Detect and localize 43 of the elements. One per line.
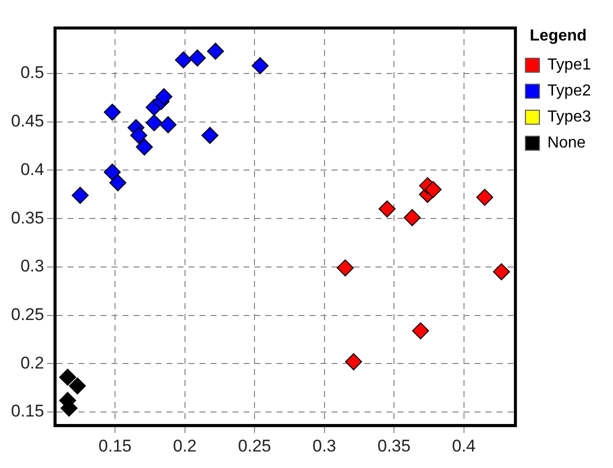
- point: [207, 42, 224, 60]
- point: [252, 57, 269, 74]
- point: [68, 377, 86, 394]
- point: [130, 126, 148, 144]
- point: [59, 368, 76, 386]
- point: [109, 174, 126, 192]
- legend-label: Type1: [547, 56, 592, 74]
- y-tick-label: 0.45: [10, 112, 44, 131]
- y-tick-label: 0.3: [20, 256, 44, 276]
- point: [104, 164, 121, 181]
- y-tick-label: 0.2: [20, 353, 44, 372]
- legend-label: None: [547, 134, 586, 152]
- x-tick-label: 0.25: [238, 436, 272, 456]
- point: [492, 263, 510, 280]
- x-tick-label: 0.2: [172, 436, 197, 456]
- y-tick-label: 0.15: [10, 402, 44, 421]
- point: [378, 200, 396, 218]
- point: [188, 49, 206, 66]
- y-tick-label: 0.5: [20, 63, 44, 82]
- y-tick-label: 0.4: [20, 160, 44, 179]
- point: [136, 138, 153, 156]
- point: [336, 259, 354, 276]
- point: [345, 353, 362, 370]
- legend-label: Type3: [547, 108, 592, 126]
- y-tick-label: 0.35: [10, 208, 44, 228]
- point: [72, 186, 89, 204]
- x-tick-label: 0.4: [452, 436, 476, 456]
- point: [476, 188, 494, 206]
- point: [404, 209, 421, 226]
- point: [104, 104, 121, 121]
- x-tick-label: 0.3: [312, 436, 336, 456]
- legend-label: Type2: [547, 82, 592, 100]
- point: [201, 126, 218, 144]
- x-tick-label: 0.15: [98, 436, 132, 456]
- point: [174, 51, 192, 68]
- point: [146, 114, 163, 132]
- point: [424, 181, 442, 198]
- legend-title: Legend: [530, 27, 587, 44]
- y-tick-label: 0.25: [10, 305, 44, 324]
- point: [412, 322, 430, 340]
- x-tick-label: 0.35: [378, 436, 411, 456]
- point: [160, 116, 177, 134]
- point: [155, 88, 172, 106]
